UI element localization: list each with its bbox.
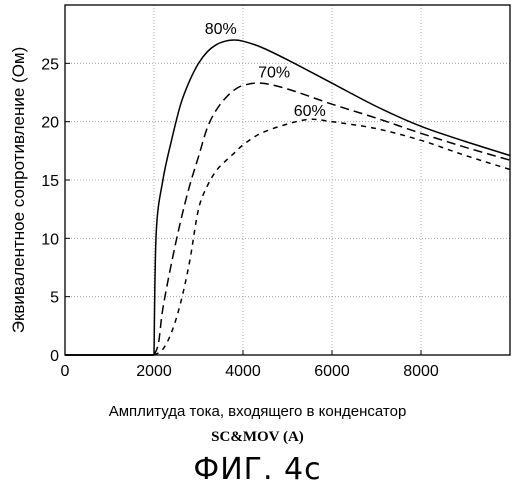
axes: 0 5 10 15 20 25 0 2000 4000 6000 8000 Эквивалентное… (9, 5, 510, 380)
y-tick-label: 20 (41, 115, 59, 132)
x-tick-label: 6000 (314, 363, 350, 380)
y-tick-label: 10 (41, 231, 59, 248)
grid (65, 5, 510, 355)
series-80-percent-line (65, 40, 510, 355)
x-tick-label: 8000 (403, 363, 439, 380)
x-tick-label: 0 (61, 363, 70, 380)
x-tick-label: 4000 (225, 363, 261, 380)
y-tick-label: 25 (41, 56, 59, 73)
y-tick-label: 5 (50, 290, 59, 307)
series-lines (65, 40, 510, 355)
x-axis-label: Амплитуда тока, входящего в конденсатор (0, 403, 515, 420)
y-tick-label: 0 (50, 348, 59, 365)
series-60-percent-line (65, 119, 510, 355)
x-axis-unit-label: SC&MOV (A) (0, 429, 515, 446)
series-annotation-label: 60% (294, 103, 326, 120)
y-tick-label: 15 (41, 173, 59, 190)
series-annotation-label: 70% (258, 64, 290, 81)
series-70-percent-line (65, 83, 510, 355)
figure-label: ФИГ. 4с (0, 452, 515, 487)
series-curve (154, 119, 510, 355)
y-axis-label: Эквивалентное сопротивление (Ом) (9, 47, 28, 334)
x-tick-label: 2000 (136, 363, 172, 380)
series-annotation-label: 80% (205, 21, 237, 38)
